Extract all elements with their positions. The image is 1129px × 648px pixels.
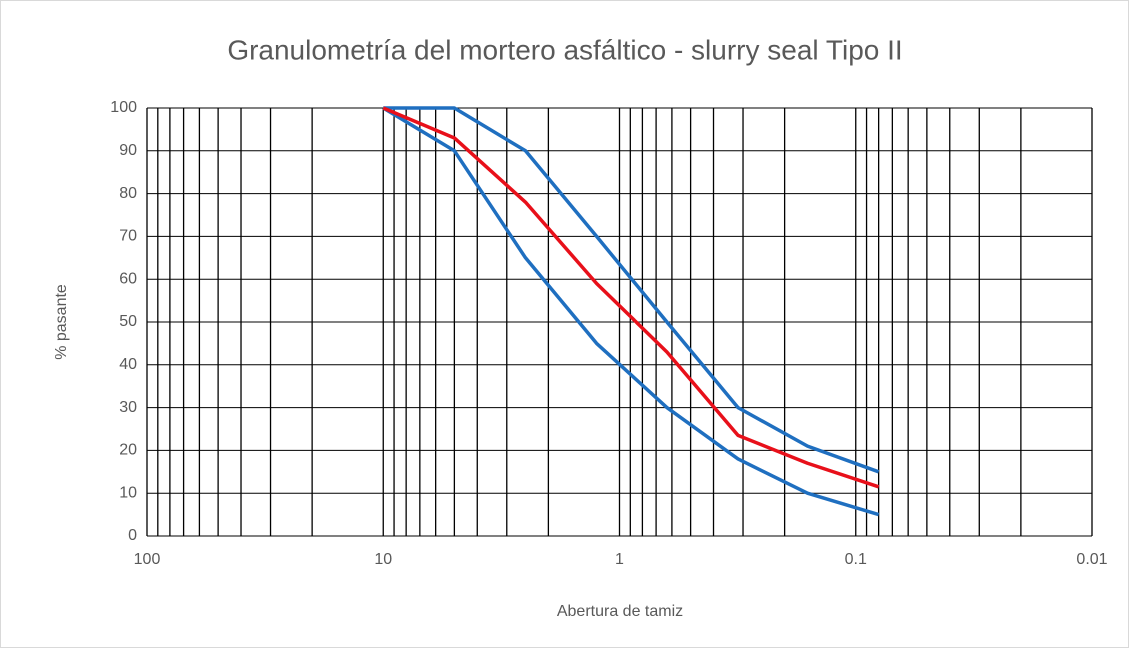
y-tick-label: 70 (119, 228, 137, 245)
y-tick-label: 10 (119, 484, 137, 501)
y-tick-label: 20 (119, 442, 137, 459)
y-tick-label: 30 (119, 399, 137, 416)
y-tick-label: 60 (119, 270, 137, 287)
x-tick-label: 100 (134, 551, 161, 568)
y-axis-label: % pasante (53, 284, 70, 360)
x-tick-label: 0.01 (1076, 551, 1107, 568)
line-series (383, 106, 880, 474)
y-tick-label: 50 (119, 313, 137, 330)
x-tick-label: 1 (615, 551, 624, 568)
line-series (382, 106, 880, 517)
y-tick-label: 100 (110, 99, 137, 116)
y-tick-label: 0 (128, 527, 137, 544)
chart-title: Granulometría del mortero asfáltico - sl… (227, 34, 902, 65)
x-tick-label: 10 (374, 551, 392, 568)
y-tick-label: 90 (119, 142, 137, 159)
x-axis-label: Abertura de tamiz (557, 603, 683, 620)
y-tick-label: 80 (119, 185, 137, 202)
line-series (382, 106, 880, 489)
x-tick-label: 0.1 (845, 551, 867, 568)
y-tick-label: 40 (119, 356, 137, 373)
